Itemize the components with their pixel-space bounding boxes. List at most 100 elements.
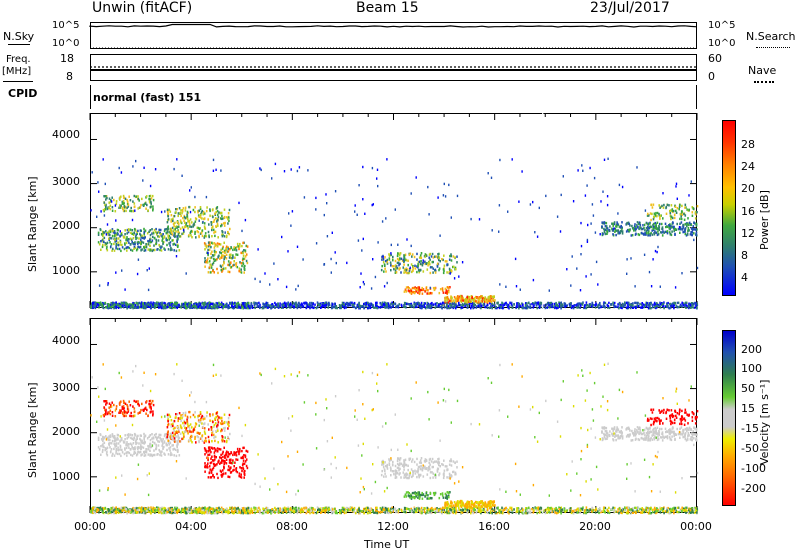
power-cell bbox=[228, 256, 231, 259]
power-cell bbox=[265, 301, 268, 305]
power-cell bbox=[226, 305, 228, 309]
velocity-cell bbox=[202, 509, 205, 512]
power-cell bbox=[213, 271, 215, 274]
power-cell bbox=[369, 302, 371, 306]
power-cell bbox=[524, 304, 527, 307]
power-cell bbox=[592, 304, 594, 307]
power-cell bbox=[684, 206, 686, 209]
power-cell bbox=[508, 305, 511, 309]
power-cell bbox=[105, 203, 107, 207]
power-cell bbox=[589, 166, 591, 170]
power-cell bbox=[169, 248, 172, 252]
power-cell bbox=[222, 245, 224, 249]
velocity-cell bbox=[553, 507, 556, 511]
power-cell bbox=[345, 303, 347, 306]
velocity-cell bbox=[441, 508, 443, 512]
power-cell bbox=[258, 301, 260, 305]
power-cell bbox=[685, 206, 687, 209]
velocity-cell bbox=[163, 506, 165, 510]
power-cell bbox=[398, 303, 401, 306]
power-cell bbox=[401, 259, 404, 262]
power-cell bbox=[669, 209, 671, 213]
power-cell bbox=[621, 227, 623, 230]
power-cell bbox=[233, 260, 235, 263]
power-cell bbox=[207, 230, 210, 234]
power-cell bbox=[169, 304, 171, 307]
power-cell bbox=[339, 305, 341, 308]
power-cell bbox=[195, 218, 198, 221]
power-cell bbox=[242, 306, 244, 310]
power-cell bbox=[421, 306, 423, 310]
power-cell bbox=[653, 231, 655, 235]
velocity-cell bbox=[137, 508, 139, 512]
power-cell bbox=[143, 166, 145, 169]
power-cell bbox=[230, 256, 232, 260]
power-cell bbox=[650, 307, 652, 310]
power-cell bbox=[671, 225, 674, 229]
velocity-cell bbox=[94, 506, 97, 509]
power-cell bbox=[450, 216, 452, 219]
power-cell bbox=[114, 204, 117, 207]
velocity-cell bbox=[227, 509, 230, 512]
power-cell bbox=[201, 234, 204, 238]
power-cell bbox=[657, 230, 659, 233]
power-cell bbox=[100, 248, 102, 251]
velocity-cell bbox=[146, 509, 148, 513]
power-cell bbox=[391, 265, 394, 268]
power-cell bbox=[137, 302, 139, 305]
power-cbar-tick: 28 bbox=[741, 138, 755, 151]
power-cell bbox=[558, 303, 561, 306]
velocity-cbar-tick: 50 bbox=[741, 382, 755, 395]
velocity-cell bbox=[161, 509, 164, 513]
power-cell bbox=[232, 256, 234, 259]
power-cell bbox=[597, 283, 599, 286]
power-cell bbox=[613, 303, 615, 307]
power-cell bbox=[190, 229, 193, 233]
power-cell bbox=[208, 235, 210, 239]
power-cell bbox=[485, 304, 488, 308]
power-cell bbox=[389, 306, 392, 309]
power-cell bbox=[472, 306, 474, 310]
power-cell bbox=[525, 302, 527, 305]
power-cell bbox=[97, 231, 100, 234]
power-cell bbox=[129, 209, 131, 213]
velocity-cell bbox=[189, 510, 192, 514]
power-cell bbox=[540, 301, 542, 305]
power-cell bbox=[102, 158, 104, 161]
freq-axis-top: 18 bbox=[60, 52, 74, 65]
velocity-cell bbox=[225, 507, 228, 511]
power-cell bbox=[399, 252, 402, 255]
power-cell bbox=[645, 233, 647, 236]
power-cell bbox=[158, 306, 160, 309]
power-cell bbox=[130, 206, 132, 210]
power-cell bbox=[124, 205, 127, 209]
power-cell bbox=[212, 208, 214, 211]
power-cell bbox=[398, 258, 401, 262]
velocity-cell bbox=[99, 508, 102, 511]
velocity-panel bbox=[90, 318, 697, 513]
power-cell bbox=[603, 158, 606, 161]
power-cell bbox=[382, 302, 385, 306]
power-cell bbox=[359, 286, 361, 289]
power-cell bbox=[190, 225, 193, 229]
power-cell bbox=[190, 186, 192, 189]
power-cell bbox=[321, 302, 323, 305]
power-cell bbox=[671, 208, 674, 211]
power-cell bbox=[167, 225, 169, 228]
power-cell bbox=[163, 301, 165, 305]
power-cell bbox=[516, 304, 518, 307]
power-cell bbox=[212, 215, 214, 219]
power-cell bbox=[189, 231, 192, 235]
velocity-cell bbox=[160, 511, 163, 515]
nave-axis-bottom: 0 bbox=[708, 70, 715, 83]
power-cell bbox=[548, 289, 550, 292]
power-cell bbox=[130, 238, 133, 241]
velocity-cell bbox=[251, 511, 254, 514]
velocity-cell bbox=[208, 509, 211, 513]
power-cell bbox=[274, 162, 277, 166]
power-cell bbox=[646, 229, 648, 233]
power-cell bbox=[204, 306, 207, 309]
power-cell bbox=[107, 305, 110, 308]
power-cell bbox=[458, 275, 460, 278]
power-cell bbox=[652, 203, 655, 206]
